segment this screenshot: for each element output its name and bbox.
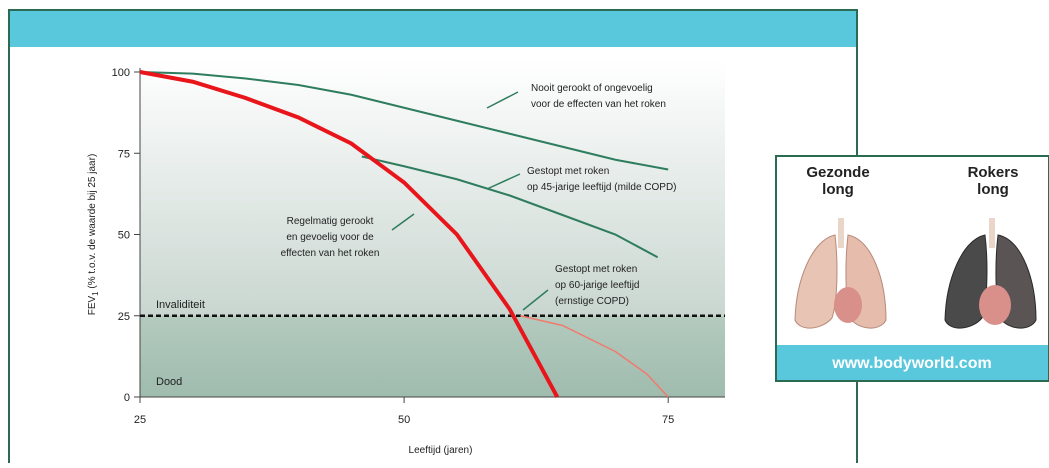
zone-label: Dood <box>156 376 182 388</box>
annotation-text: en gevoelig voor de <box>286 232 374 243</box>
y-axis-label: FEV1 (% t.o.v. de waarde bij 25 jaar) <box>87 154 100 316</box>
annotation-leader <box>391 213 415 231</box>
annotation-text: effecten van het roken <box>281 248 380 259</box>
annotation-text: op 45-jarige leeftijd (milde COPD) <box>527 182 677 193</box>
series-line <box>139 71 669 171</box>
y-tick-label: 25 <box>118 311 130 323</box>
annotation-text: Gestopt met roken <box>527 166 609 177</box>
title-line: long <box>822 181 854 198</box>
side-panel: Gezonde long Rokers long www.bodyworld.com <box>775 155 1049 382</box>
annotation-text: Gestopt met roken <box>555 264 637 275</box>
footer-text: www.bodyworld.com <box>831 355 991 372</box>
y-tick-label: 100 <box>112 67 130 79</box>
series-line <box>139 70 560 398</box>
title-line: long <box>977 181 1009 198</box>
series-line <box>361 155 659 259</box>
low-zone <box>140 315 725 397</box>
annotation-text: op 60-jarige leeftijd <box>555 280 640 291</box>
annotation-text: (ernstige COPD) <box>555 296 629 307</box>
y-label-rest: (% t.o.v. de waarde bij 25 jaar) <box>87 154 98 292</box>
healthy-lung <box>794 218 887 329</box>
x-tick-label: 50 <box>398 414 410 426</box>
x-axis-label: Leeftijd (jaren) <box>409 445 473 456</box>
x-tick-label: 25 <box>134 414 146 426</box>
annotation-text: Nooit gerookt of ongevoelig <box>531 83 653 94</box>
series-line <box>520 315 669 398</box>
x-tick-label: 75 <box>662 414 674 426</box>
annotation-text: Regelmatig gerookt <box>287 216 374 227</box>
plot: 0 25 50 75 100 25 50 75 Leeftijd (jaren) FEV1 (% … <box>87 60 725 456</box>
left-title: Gezonde long <box>806 164 869 198</box>
y-label-sub: 1 <box>91 291 100 296</box>
y-label-main: FEV <box>87 296 98 316</box>
footer-bar <box>777 345 1048 380</box>
title-line: Gezonde <box>806 164 869 181</box>
plot-background <box>140 60 725 316</box>
annotation-text: voor de effecten van het roken <box>531 99 666 110</box>
annotation-leader <box>522 289 549 311</box>
smoker-lung <box>944 218 1037 329</box>
annotation-leader <box>486 91 519 109</box>
right-title: Rokers long <box>968 164 1019 198</box>
header-bar <box>10 11 856 47</box>
y-tick-label: 50 <box>118 230 130 242</box>
threshold-label: Invaliditeit <box>156 299 205 311</box>
y-tick-label: 0 <box>124 392 130 404</box>
y-tick-label: 75 <box>118 148 130 160</box>
title-line: Rokers <box>968 164 1019 181</box>
annotation-leader <box>486 173 521 190</box>
